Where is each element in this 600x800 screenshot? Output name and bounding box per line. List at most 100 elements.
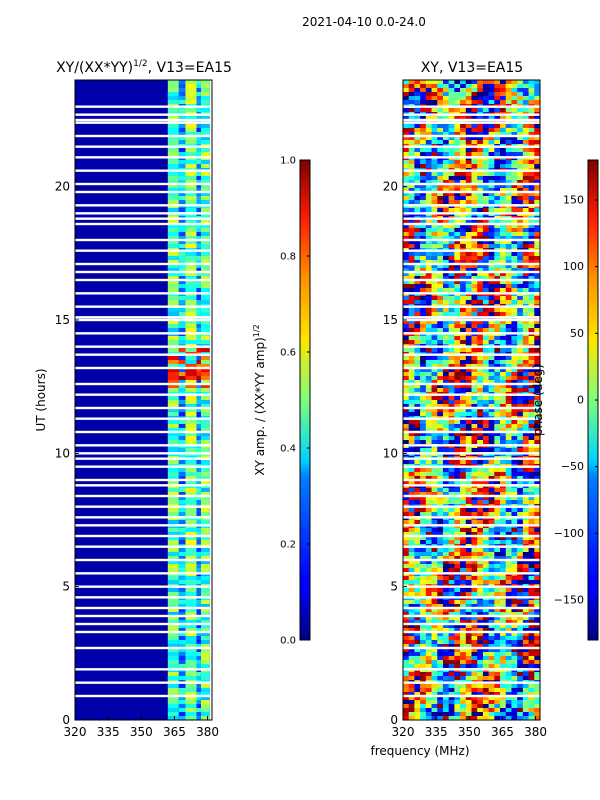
phase-cell [517, 176, 524, 181]
phase-cell [505, 236, 512, 241]
phase-cell [522, 300, 529, 305]
phase-cell [477, 88, 484, 93]
phase-cell [420, 500, 427, 505]
phase-cell [403, 684, 410, 689]
phase-cell [420, 440, 427, 445]
amp-cell [196, 580, 201, 585]
amp-cell [167, 528, 179, 533]
amp-cell [196, 448, 201, 453]
amp-cell [185, 676, 197, 681]
amp-gap-row [75, 238, 212, 242]
phase-cell [431, 228, 438, 233]
amp-cell [178, 628, 186, 633]
phase-cell [477, 576, 484, 581]
phase-cell [442, 208, 449, 213]
phase-cell [477, 84, 484, 89]
amp-cell [178, 540, 186, 545]
phase-cell [534, 80, 541, 85]
phase-cell [408, 448, 415, 453]
amp-cell [167, 92, 179, 97]
phase-cell [505, 472, 512, 477]
amp-cell [178, 272, 186, 277]
phase-cell [534, 716, 541, 721]
phase-cell [482, 224, 489, 229]
phase-cell [414, 368, 421, 373]
phase-cell [414, 288, 421, 293]
phase-cell [488, 200, 495, 205]
amp-cell [200, 672, 210, 677]
phase-cell [511, 576, 518, 581]
phase-cell [408, 632, 415, 637]
phase-cell [460, 604, 467, 609]
phase-cell [420, 400, 427, 405]
amp-cell [196, 476, 201, 481]
phase-cell [448, 432, 455, 437]
phase-cell [408, 608, 415, 613]
phase-cell [431, 148, 438, 153]
phase-cell [437, 268, 444, 273]
phase-cell [425, 660, 432, 665]
phase-cell [477, 436, 484, 441]
phase-cell [488, 256, 495, 261]
phase-cell [408, 588, 415, 593]
phase-cell [425, 676, 432, 681]
phase-cell [505, 208, 512, 213]
phase-cell [517, 296, 524, 301]
phase-cell [431, 712, 438, 717]
phase-cell [488, 420, 495, 425]
phase-cell [437, 116, 444, 121]
phase-cell [420, 360, 427, 365]
phase-cell [494, 232, 501, 237]
phase-cell [414, 424, 421, 429]
phase-cell [414, 640, 421, 645]
amp-cell [200, 508, 210, 513]
phase-cell [408, 648, 415, 653]
phase-cell [517, 164, 524, 169]
amp-cell [196, 632, 201, 637]
phase-cell [511, 636, 518, 641]
phase-cell [494, 628, 501, 633]
phase-cell [465, 576, 472, 581]
amp-cell [167, 664, 179, 669]
amp-cell [196, 268, 201, 273]
phase-cell [511, 220, 518, 225]
phase-cell [477, 356, 484, 361]
phase-cell [534, 220, 541, 225]
amp-cell [167, 628, 179, 633]
phase-cell [522, 480, 529, 485]
phase-cell [465, 196, 472, 201]
phase-cell [477, 640, 484, 645]
phase-cell [488, 708, 495, 713]
phase-cell [431, 376, 438, 381]
phase-cell [522, 176, 529, 181]
phase-cell [511, 232, 518, 237]
phase-cell [482, 360, 489, 365]
phase-cell [500, 180, 507, 185]
phase-cell [442, 684, 449, 689]
phase-cell [465, 628, 472, 633]
phase-cell [431, 684, 438, 689]
phase-cell [494, 288, 501, 293]
amp-cell [200, 560, 210, 565]
phase-cell [465, 396, 472, 401]
phase-cell [494, 152, 501, 157]
phase-cell [477, 536, 484, 541]
phase-cell [528, 600, 535, 605]
phase-cell [420, 284, 427, 289]
phase-cell [425, 208, 432, 213]
phase-cell [500, 348, 507, 353]
phase-cell [403, 692, 410, 697]
phase-cell [522, 320, 529, 325]
phase-cell [425, 540, 432, 545]
phase-cell [465, 288, 472, 293]
phase-cell [431, 532, 438, 537]
phase-cell [482, 704, 489, 709]
amp-cell [196, 276, 201, 281]
phase-cell [500, 716, 507, 721]
phase-cell [431, 500, 438, 505]
phase-cell [460, 384, 467, 389]
phase-cell [500, 652, 507, 657]
phase-cell [408, 152, 415, 157]
amp-cell [167, 488, 179, 493]
phase-cell [488, 472, 495, 477]
